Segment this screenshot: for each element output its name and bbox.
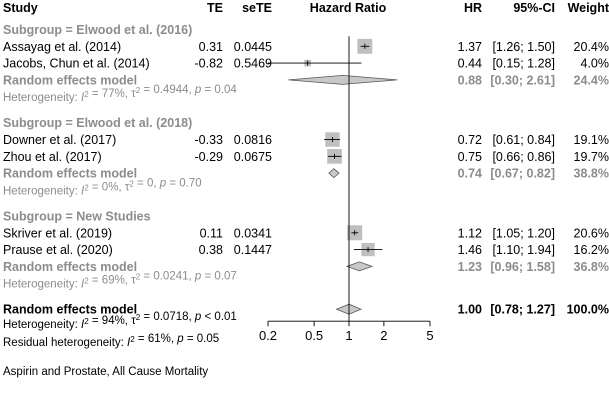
study-label: Jacobs, Chun et al. (2014) [3,57,150,71]
header-study: Study [3,1,38,15]
x-tick-label: 5 [426,328,433,343]
overall-label: Random effects model [3,303,137,317]
study-hr: 0.44 [458,57,482,71]
subgroup-pooled-weight: 36.8% [574,260,609,274]
study-hr: 0.72 [458,133,482,147]
subgroup-pooled-ci: [0.96; 1.58] [490,260,555,274]
subgroup-title: Subgroup = Elwood et al. (2016) [3,23,192,37]
residual-heterogeneity: Residual heterogeneity: I2 = 61%, p = 0.… [3,333,219,349]
study-weight: 19.7% [574,150,609,164]
study-sete: 0.0445 [234,40,272,54]
subgroup-diamond [345,261,374,272]
study-sete: 0.0341 [234,226,272,240]
study-label: Skriver et al. (2019) [3,226,112,240]
column-headers: Study TE seTE Hazard Ratio HR 95%-CI Wei… [3,1,609,15]
subgroup-heterogeneity: Heterogeneity: I2 = 77%, τ2 = 0.4944, p … [3,84,237,104]
subgroup-pooled-ci: [0.67; 0.82] [490,167,555,181]
subgroup-pooled-hr: 0.88 [458,73,482,87]
overall-hr: 1.00 [458,303,482,317]
study-weight: 20.6% [574,226,609,240]
x-tick-label: 1 [345,328,352,343]
study-label: Zhou et al. (2017) [3,150,102,164]
subgroup-pooled-label: Random effects model [3,73,137,87]
study-weight: 20.4% [574,40,609,54]
subgroup-pooled-hr: 1.23 [458,260,482,274]
study-te: 0.31 [199,40,223,54]
study-sete: 0.1447 [234,243,272,257]
overall-ci: [0.78; 1.27] [490,303,555,317]
study-ci: [0.15; 1.28] [492,57,555,71]
x-axis: 0.2 0.5 1 2 5 [259,320,434,343]
study-hr: 1.46 [458,243,482,257]
x-tick-label: 0.2 [259,328,277,343]
study-ci: [1.05; 1.20] [492,226,555,240]
study-ci: [0.61; 0.84] [492,133,555,147]
study-te: -0.29 [195,150,224,164]
study-sete: 0.0675 [234,150,272,164]
header-hazard-ratio: Hazard Ratio [310,1,387,15]
footer-stats: Heterogeneity: I2 = 94%, τ2 = 0.0718, p … [3,311,237,349]
subgroup-heterogeneity: Heterogeneity: I2 = 69%, τ2 = 0.0241, p … [3,271,237,291]
subgroup-pooled-weight: 24.4% [574,73,609,87]
header-sete: seTE [242,1,272,15]
study-hr: 1.12 [458,226,482,240]
study-te: -0.33 [195,133,224,147]
header-ci: 95%-CI [513,1,555,15]
study-label: Prause et al. (2020) [3,243,113,257]
header-hr: HR [464,1,482,15]
x-tick-label: 0.5 [305,328,323,343]
study-label: Downer et al. (2017) [3,133,116,147]
forest-rows: Subgroup = Elwood et al. (2016) Assayag e… [3,23,609,322]
overall-weight: 100.0% [567,303,609,317]
study-hr: 0.75 [458,150,482,164]
study-sete: 0.5469 [234,57,272,71]
subgroup-pooled-weight: 38.8% [574,167,609,181]
study-hr: 1.37 [458,40,482,54]
subgroup-heterogeneity: Heterogeneity: I2 = 0%, τ2 = 0, p = 0.70 [3,177,202,197]
subgroup-pooled-label: Random effects model [3,167,137,181]
study-weight: 19.1% [574,133,609,147]
study-sete: 0.0816 [234,133,272,147]
study-ci: [0.66; 0.86] [492,150,555,164]
subgroup-pooled-ci: [0.30; 2.61] [490,73,555,87]
subgroup-title: Subgroup = Elwood et al. (2018) [3,116,192,130]
study-te: -0.82 [195,57,224,71]
study-te: 0.38 [199,243,223,257]
study-label: Assayag et al. (2014) [3,40,121,54]
header-weight: Weight [568,1,609,15]
subgroup-pooled-label: Random effects model [3,260,137,274]
study-weight: 16.2% [574,243,609,257]
subgroup-pooled-hr: 0.74 [458,167,482,181]
footer-caption: Aspirin and Prostate, All Cause Mortalit… [3,366,208,378]
x-tick-label: 2 [380,328,387,343]
subgroup-diamond [288,74,398,85]
overall-heterogeneity: Heterogeneity: I2 = 94%, τ2 = 0.0718, p … [3,311,237,331]
study-te: 0.11 [200,226,223,240]
study-ci: [1.26; 1.50] [492,40,555,54]
subgroup-title: Subgroup = New Studies [3,209,151,223]
header-te: TE [207,1,223,15]
study-ci: [1.10; 1.94] [492,243,555,257]
subgroup-diamond [328,168,340,179]
study-weight: 4.0% [581,57,609,71]
